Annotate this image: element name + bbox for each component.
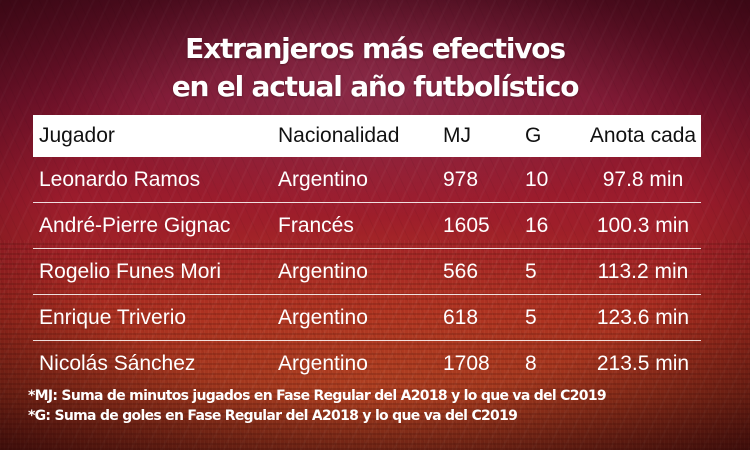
cell-nacionalidad: Francés xyxy=(278,213,354,237)
table-row: André-Pierre Gignac Francés 1605 16 100.… xyxy=(33,203,701,249)
header-g: G xyxy=(525,124,542,147)
table-row: Rogelio Funes Mori Argentino 566 5 113.2… xyxy=(33,249,701,295)
cell-anota-cada: 123.6 min xyxy=(596,305,690,329)
cell-jugador: Enrique Triverio xyxy=(39,305,187,329)
header-anota-cada: Anota cada xyxy=(589,124,697,147)
stats-table: Jugador Nacionalidad MJ G Anota cada Leo… xyxy=(33,115,701,386)
cell-nacionalidad: Argentino xyxy=(278,351,368,375)
cell-anota-cada: 113.2 min xyxy=(597,259,689,283)
cell-nacionalidad: Argentino xyxy=(278,167,368,191)
table-row: Leonardo Ramos Argentino 978 10 97.8 min xyxy=(33,157,701,203)
cell-anota-cada: 213.5 min xyxy=(596,351,690,375)
cell-mj: 1708 xyxy=(443,351,490,375)
cell-g: 5 xyxy=(525,259,537,283)
footnote-g: *G: Suma de goles en Fase Regular del A2… xyxy=(28,408,518,424)
table-row: Nicolás Sánchez Argentino 1708 8 213.5 m… xyxy=(33,341,701,386)
header-mj: MJ xyxy=(443,124,471,147)
cell-g: 5 xyxy=(525,305,537,329)
footnote-mj: *MJ: Suma de minutos jugados en Fase Reg… xyxy=(28,388,607,404)
cell-nacionalidad: Argentino xyxy=(278,305,368,329)
header-nacionalidad: Nacionalidad xyxy=(278,124,400,147)
cell-jugador: Leonardo Ramos xyxy=(39,167,201,191)
cell-g: 16 xyxy=(525,213,549,237)
infographic-title: Extranjeros más efectivos en el actual a… xyxy=(0,30,750,106)
title-line-1: Extranjeros más efectivos xyxy=(185,32,566,65)
table-row: Enrique Triverio Argentino 618 5 123.6 m… xyxy=(33,295,701,341)
table-header-row: Jugador Nacionalidad MJ G Anota cada xyxy=(33,115,701,157)
cell-jugador: Nicolás Sánchez xyxy=(39,351,196,375)
cell-jugador: André-Pierre Gignac xyxy=(39,213,231,237)
header-jugador: Jugador xyxy=(39,124,115,147)
cell-mj: 618 xyxy=(443,305,479,329)
cell-nacionalidad: Argentino xyxy=(278,259,368,283)
cell-mj: 1605 xyxy=(443,213,490,237)
cell-anota-cada: 97.8 min xyxy=(602,167,684,191)
cell-g: 10 xyxy=(525,167,549,191)
cell-mj: 978 xyxy=(443,167,479,191)
cell-mj: 566 xyxy=(443,259,479,283)
footnotes: *MJ: Suma de minutos jugados en Fase Reg… xyxy=(28,386,607,426)
title-line-2: en el actual año futbolístico xyxy=(171,70,580,103)
cell-anota-cada: 100.3 min xyxy=(596,213,690,237)
cell-jugador: Rogelio Funes Mori xyxy=(39,259,222,283)
cell-g: 8 xyxy=(525,351,537,375)
